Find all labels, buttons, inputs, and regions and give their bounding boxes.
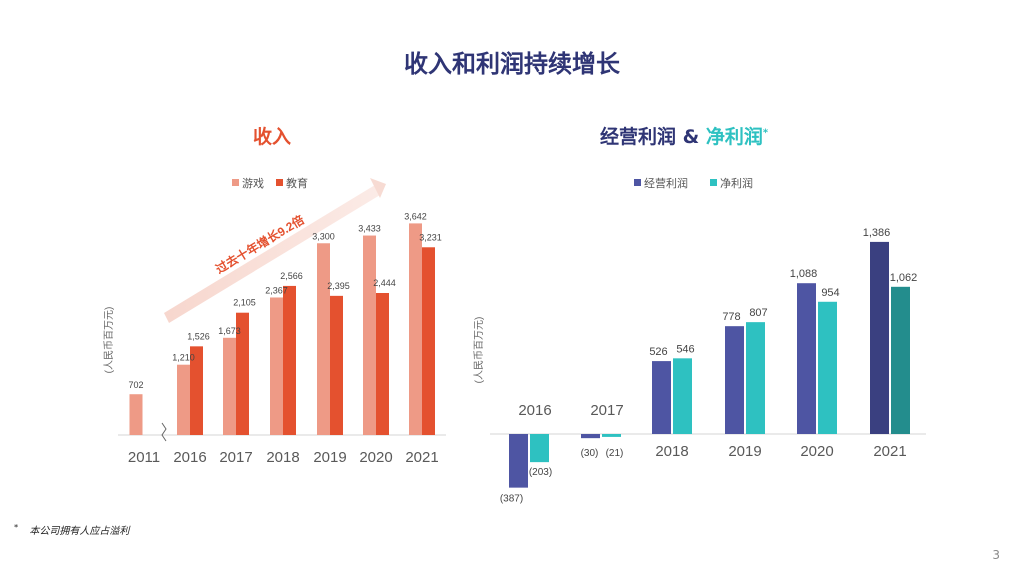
legend-games-swatch (232, 179, 239, 186)
net-value-label: 954 (821, 287, 839, 299)
education-value-label: 3,231 (419, 232, 442, 242)
axis-break-icon (161, 422, 167, 442)
net-profit-bar (530, 434, 549, 463)
footnote-mark: * (14, 522, 19, 532)
games-bar (409, 223, 422, 435)
profit-x-tick-label: 2019 (728, 443, 761, 460)
education-value-label: 2,444 (373, 278, 396, 288)
games-value-label: 3,433 (358, 224, 381, 234)
operating-profit-bar (797, 283, 816, 434)
revenue-y-axis-label: (人民币百万元) (103, 307, 115, 374)
page-number: 3 (992, 548, 1000, 562)
profit-x-tick-label: 2021 (873, 443, 906, 460)
profit-chart-title: 经营利润 & 净利润* (600, 122, 768, 149)
net-value-label: 807 (749, 307, 767, 319)
education-bar (422, 247, 435, 435)
ampersand: & (682, 126, 700, 148)
education-bar (283, 285, 296, 435)
legend-education-swatch (276, 179, 283, 186)
footnote: * 本公司拥有人应占溢利 (14, 522, 129, 537)
revenue-x-tick-label: 2021 (405, 449, 438, 466)
games-bar (177, 364, 190, 435)
operating-profit-bar (581, 434, 600, 439)
net-profit-title-mark: * (762, 127, 769, 139)
education-bar (330, 295, 343, 435)
net-profit-bar (891, 286, 910, 434)
revenue-x-tick-label: 2020 (359, 449, 392, 466)
net-profit-bar (818, 301, 837, 434)
games-value-label: 2,367 (265, 285, 288, 295)
education-value-label: 2,105 (233, 298, 256, 308)
legend-net-swatch (710, 179, 717, 186)
operating-value-label: (30) (581, 448, 599, 459)
growth-arrow-head (370, 178, 386, 198)
education-value-label: 2,566 (280, 271, 303, 281)
operating-profit-bar (509, 434, 528, 488)
games-value-label: 1,673 (218, 326, 241, 336)
operating-profit-bar (725, 326, 744, 434)
growth-arrow-shaft (164, 185, 380, 323)
operating-profit-bar (652, 361, 671, 434)
net-profit-bar (673, 358, 692, 434)
net-value-label: 1,062 (890, 272, 918, 284)
revenue-x-tick-label: 2016 (173, 449, 206, 466)
legend-net-label: 净利润 (720, 176, 753, 190)
legend-games-label: 游戏 (242, 177, 264, 190)
net-value-label: (203) (529, 467, 552, 478)
operating-value-label: 526 (649, 346, 667, 358)
games-bar (363, 235, 376, 435)
education-value-label: 1,526 (187, 331, 210, 341)
net-profit-bar (746, 322, 765, 434)
footnote-text: 本公司拥有人应占溢利 (29, 526, 130, 538)
games-value-label: 702 (128, 380, 143, 390)
net-profit-bar (602, 434, 621, 437)
page-title: 收入和利润持续增长 (404, 50, 620, 78)
revenue-x-tick-label: 2018 (266, 449, 299, 466)
education-bar (376, 293, 389, 435)
education-bar (190, 346, 203, 435)
operating-value-label: 1,386 (863, 227, 891, 239)
games-value-label: 3,642 (404, 211, 427, 221)
revenue-x-tick-label: 2019 (313, 449, 346, 466)
operating-profit-title: 经营利润 (600, 126, 677, 148)
legend-operating-swatch (634, 179, 641, 186)
profit-chart: 经营利润 净利润 (人民币百万元) (387) (203) 2016 (30) (21) 201… (473, 176, 926, 505)
net-value-label: 546 (676, 343, 694, 355)
profit-y-axis-label: (人民币百万元) (473, 317, 485, 384)
education-value-label: 2,395 (327, 281, 350, 291)
games-bar (317, 243, 330, 435)
revenue-x-tick-label: 2017 (219, 449, 252, 466)
games-value-label: 3,300 (312, 231, 335, 241)
operating-value-label: (387) (500, 494, 523, 505)
operating-value-label: 1,088 (790, 268, 818, 280)
operating-profit-bar (870, 241, 889, 434)
revenue-x-tick-label: 2011 (128, 449, 160, 466)
growth-arrow (164, 178, 386, 323)
net-value-label: (21) (606, 448, 624, 459)
profit-x-tick-label: 2016 (518, 402, 551, 419)
games-bar (129, 394, 143, 435)
profit-x-tick-label: 2020 (800, 443, 833, 460)
net-profit-title: 净利润 (705, 126, 763, 148)
education-bar (236, 312, 249, 435)
legend-education-label: 教育 (286, 176, 308, 190)
games-bar (223, 337, 236, 435)
revenue-chart-title: 收入 (252, 126, 291, 148)
profit-x-tick-label: 2017 (590, 402, 623, 419)
legend-operating-label: 经营利润 (644, 176, 688, 190)
operating-value-label: 778 (722, 311, 740, 323)
profit-x-tick-label: 2018 (655, 443, 688, 460)
games-bar (270, 297, 283, 435)
games-value-label: 1,210 (172, 353, 195, 363)
